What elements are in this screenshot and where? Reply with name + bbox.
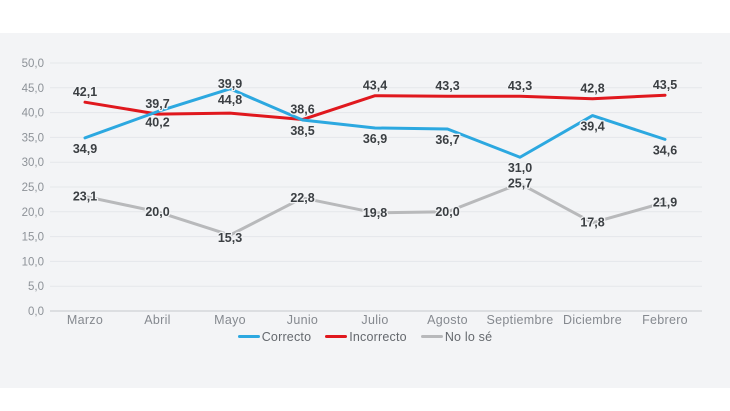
x-axis-label: Abril — [144, 313, 171, 327]
x-axis-label: Julio — [361, 313, 388, 327]
y-tick-label: 30,0 — [22, 157, 44, 169]
x-axis-label: Junio — [287, 313, 318, 327]
data-label-incorrecto: 42,1 — [73, 85, 97, 99]
y-tick-label: 20,0 — [22, 207, 44, 219]
data-label-incorrecto: 43,5 — [653, 78, 677, 92]
data-label-incorrecto: 43,3 — [508, 79, 532, 93]
x-axis-label: Septiembre — [487, 313, 554, 327]
data-label-correcto: 34,6 — [653, 143, 677, 157]
legend-label-no-lo-se: No lo sé — [444, 329, 493, 344]
data-label-incorrecto: 42,8 — [580, 82, 604, 96]
data-label-correcto: 38,5 — [290, 124, 314, 138]
legend-item-incorrecto: Incorrecto — [325, 330, 407, 344]
y-tick-label: 15,0 — [22, 232, 44, 244]
series-line-correcto — [83, 87, 667, 159]
data-label-no-lo-se: 20,0 — [435, 205, 459, 219]
legend-swatch-correcto — [237, 335, 260, 338]
series-line-no-lo-se — [83, 182, 667, 237]
legend-swatch-no-lo-se — [420, 335, 443, 338]
y-tick-label: 50,0 — [22, 58, 44, 70]
y-tick-label: 5,0 — [28, 281, 44, 293]
data-label-incorrecto: 39,7 — [145, 97, 169, 111]
legend-label-incorrecto: Incorrecto — [349, 329, 407, 344]
data-label-no-lo-se: 25,7 — [508, 177, 532, 191]
data-label-no-lo-se: 15,3 — [218, 231, 242, 245]
y-tick-label: 40,0 — [22, 108, 44, 120]
data-label-no-lo-se: 22,8 — [290, 191, 314, 205]
data-label-no-lo-se: 23,1 — [73, 189, 97, 203]
x-axis-label: Diciembre — [563, 313, 622, 327]
data-label-correcto: 40,2 — [145, 116, 169, 130]
data-label-incorrecto: 38,6 — [290, 103, 314, 117]
data-label-no-lo-se: 20,0 — [145, 205, 169, 219]
y-tick-label: 0,0 — [28, 306, 44, 318]
x-axis-label: Mayo — [214, 313, 246, 327]
data-label-correcto: 44,8 — [218, 93, 242, 107]
data-label-incorrecto: 43,3 — [435, 79, 459, 93]
y-tick-label: 35,0 — [22, 132, 44, 144]
data-label-incorrecto: 39,9 — [218, 77, 242, 91]
y-tick-label: 25,0 — [22, 182, 44, 194]
legend-item-correcto: Correcto — [237, 329, 312, 344]
series-line-incorrecto — [83, 93, 667, 122]
data-label-correcto: 36,7 — [435, 133, 459, 147]
x-axis-label: Febrero — [642, 313, 688, 327]
data-label-correcto: 31,0 — [508, 161, 532, 175]
data-label-correcto: 36,9 — [363, 132, 387, 146]
legend-swatch-incorrecto — [325, 335, 348, 338]
x-axis-label: Agosto — [427, 313, 468, 327]
data-label-no-lo-se: 21,9 — [653, 195, 677, 209]
y-tick-label: 45,0 — [22, 83, 44, 95]
data-label-incorrecto: 43,4 — [363, 79, 387, 93]
legend-label-correcto: Correcto — [261, 329, 312, 344]
chart-legend: Correcto Incorrecto No lo sé — [0, 329, 730, 344]
data-label-no-lo-se: 17,8 — [580, 216, 604, 230]
x-axis-label: Marzo — [67, 313, 103, 327]
y-tick-label: 10,0 — [22, 256, 44, 268]
legend-item-no-lo-se: No lo sé — [420, 329, 493, 344]
data-label-correcto: 34,9 — [73, 142, 97, 156]
data-label-correcto: 39,4 — [580, 120, 604, 134]
data-label-no-lo-se: 19,8 — [363, 206, 387, 220]
